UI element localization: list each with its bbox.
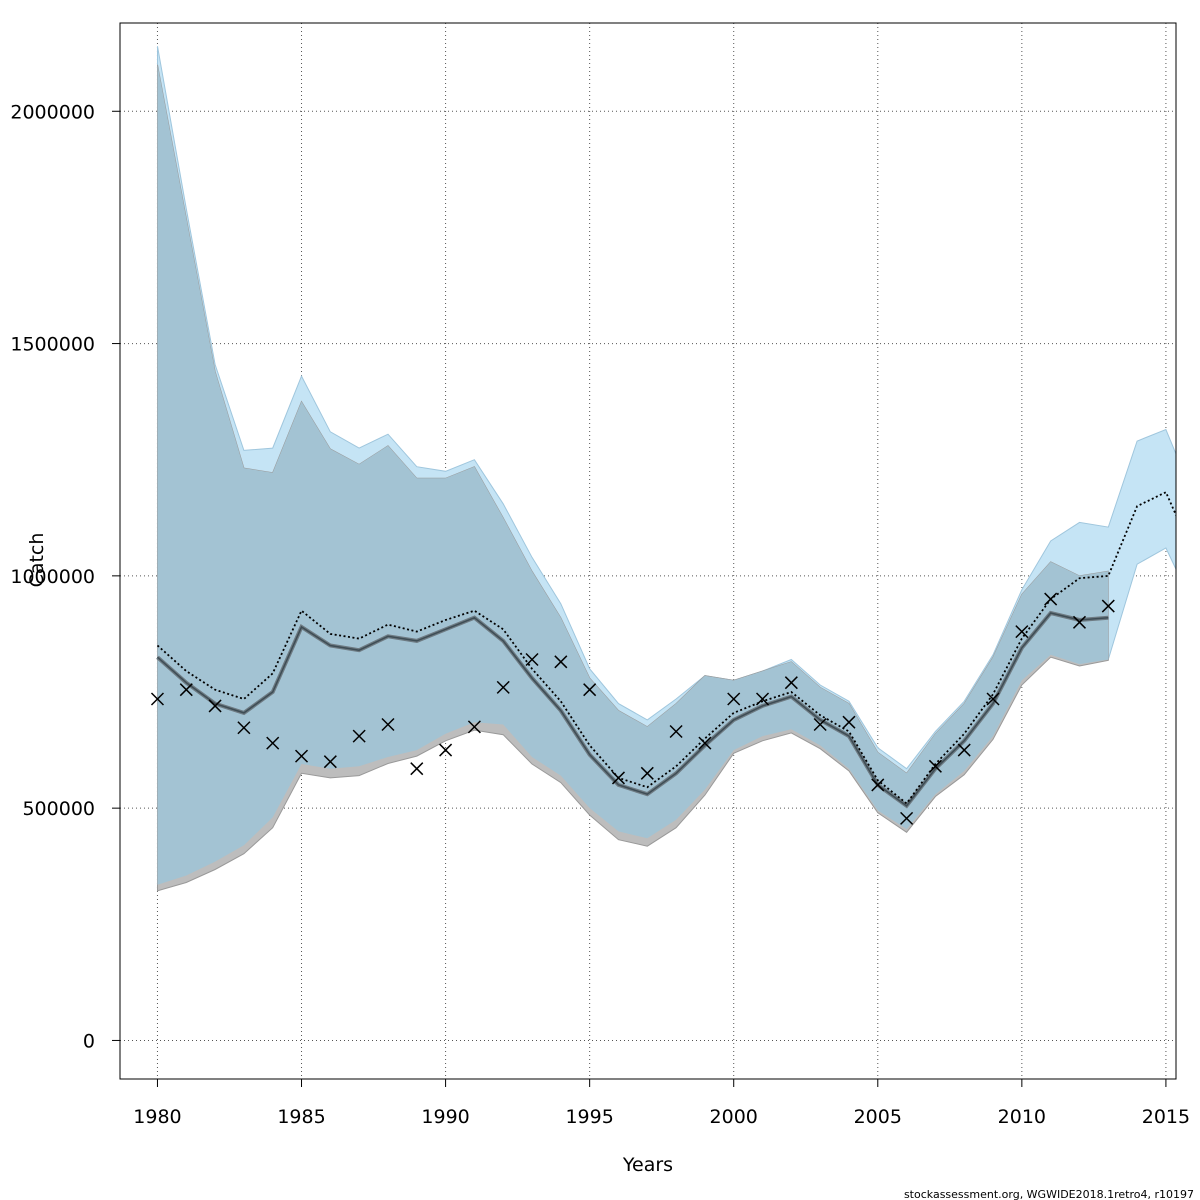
y-axis-label: Catch [26,533,48,588]
y-tick-label: 1500000 [10,334,95,356]
observed-point [1072,615,1087,629]
y-tick-label: 1000000 [10,566,95,588]
observed-point [352,729,366,743]
observed-point [467,720,481,734]
observed-point [928,759,942,773]
x-tick-label: 1995 [565,1106,613,1128]
x-tick-label: 1980 [133,1106,181,1128]
band-overlap [157,64,1109,885]
observed-point [813,717,827,732]
observed-point [900,811,914,825]
observed-point [784,676,798,690]
observed-point [698,736,712,750]
observed-point [179,683,193,697]
y-tick-label: 0 [83,1030,95,1052]
observed-point [294,749,309,763]
observed-catch-points [150,592,1115,825]
observed-point [323,755,337,769]
observed-point [986,692,1000,706]
observed-point [208,699,222,713]
confidence-bands [157,46,1176,892]
source-footer: stockassessment.org, WGWIDE2018.1retro4,… [904,1188,1194,1200]
observed-point [525,652,539,667]
x-tick-label: 1990 [421,1106,469,1128]
observed-point [611,771,625,785]
observed-point [957,743,971,757]
observed-point [1015,625,1029,639]
observed-point [410,762,424,776]
observed-point [1101,599,1115,613]
observed-point [150,692,164,706]
observed-point [871,778,885,792]
observed-point [237,721,251,735]
estimate-lines [156,490,1176,809]
observed-point [554,655,568,669]
x-axis-ticks: 1980 1985 1990 1995 2000 2005 2010 2015 [133,1079,1190,1128]
observed-point [439,743,453,757]
observed-point [381,717,395,732]
x-axis-label: Years [622,1154,673,1176]
observed-point [266,736,280,750]
observed-point [842,715,856,729]
x-tick-label: 2010 [998,1106,1046,1128]
observed-point [583,683,597,697]
observed-point [640,766,654,780]
y-axis-ticks: 0 500000 1000000 1500000 2000000 [10,101,120,1052]
y-tick-label: 2000000 [10,101,95,123]
y-tick-label: 500000 [22,798,95,820]
x-tick-label: 2015 [1142,1106,1190,1128]
observed-point [496,680,510,694]
observed-point [669,724,683,739]
retro-estimate-line [157,612,1109,807]
observed-point [1044,592,1058,606]
observed-point [727,692,741,706]
x-tick-label: 1985 [277,1106,325,1128]
observed-point [756,692,770,706]
current-estimate-line [156,490,1176,805]
x-tick-label: 2005 [854,1106,902,1128]
plot-frame [119,22,1177,1080]
x-tick-label: 2000 [710,1106,758,1128]
